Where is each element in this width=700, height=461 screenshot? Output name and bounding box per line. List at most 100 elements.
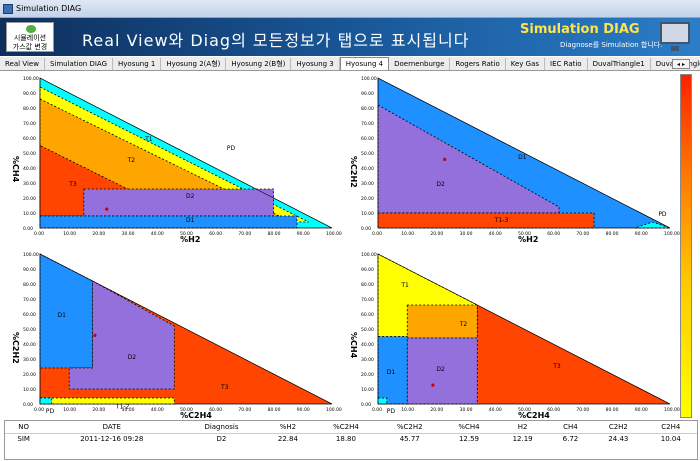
column-header: %C2H2: [377, 421, 442, 434]
app-icon: [3, 4, 13, 14]
y-tick-label: 40.00: [361, 166, 374, 172]
x-tick-label: 60.00: [547, 231, 560, 237]
x-tick-label: 90.00: [297, 231, 310, 237]
x-tick-label: 100.00: [326, 407, 342, 413]
y-tick-label: 100.00: [23, 252, 39, 258]
x-tick-label: 20.00: [92, 407, 105, 413]
y-tick-label: 70.00: [23, 297, 36, 303]
region-label-pd: PD: [46, 408, 55, 415]
y-axis-label: %C2H2: [349, 156, 358, 188]
tab-1[interactable]: Simulation DIAG: [45, 58, 113, 70]
d2-region: [83, 188, 275, 217]
y-tick-label: 20.00: [23, 372, 36, 378]
x-tick-label: 70.00: [576, 231, 589, 237]
y-tick-label: 20.00: [361, 196, 374, 202]
table-cell: 24.43: [608, 435, 629, 444]
x-tick-label: 60.00: [209, 407, 222, 413]
y-tick-label: 10.00: [361, 211, 374, 217]
tab-8[interactable]: Rogers Ratio: [450, 58, 506, 70]
region-label-pd: PD: [387, 408, 396, 415]
tab-10[interactable]: IEC Ratio: [545, 58, 588, 70]
x-tick-label: 90.00: [635, 231, 648, 237]
header-banner: 시뮬레이션 가스값 변경 Real View와 Diag의 모든정보가 탭으로 …: [0, 18, 700, 56]
pd-region: [39, 397, 53, 405]
tab-0[interactable]: Real View: [0, 58, 45, 70]
region-label-t3: T3: [220, 384, 229, 391]
region-label-d1: D1: [387, 369, 396, 376]
tab-4[interactable]: Hyosung 2(B형): [226, 58, 292, 70]
logo-line2: 가스값 변경: [12, 43, 48, 51]
y-tick-label: 30.00: [23, 181, 36, 187]
column-header: H2: [496, 421, 549, 434]
duval-plots: 0.00 0.00 10.00 10.00 20.00 20.00 30.00 30.00 40…: [11, 76, 680, 420]
y-tick-label: 50.00: [361, 151, 374, 157]
region-label-d1: D1: [186, 217, 195, 224]
column-header: %C2H4: [314, 421, 378, 434]
x-tick-label: 50.00: [518, 231, 531, 237]
y-tick-label: 50.00: [361, 327, 374, 333]
x-tick-label: 0.00: [34, 407, 44, 413]
table-cell: D2: [216, 435, 227, 444]
x-tick-label: 20.00: [430, 231, 443, 237]
y-tick-label: 100.00: [361, 76, 377, 82]
x-tick-label: 20.00: [430, 407, 443, 413]
x-axis-label: %C2H4: [180, 411, 212, 420]
x-tick-label: 40.00: [489, 407, 502, 413]
tab-scroll-arrows[interactable]: ◂ ▸: [672, 59, 690, 69]
y-tick-label: 40.00: [23, 166, 36, 172]
t1-2-region: [39, 397, 175, 405]
x-tick-label: 10.00: [63, 407, 76, 413]
color-scale-bar: [680, 74, 692, 418]
x-tick-label: 70.00: [238, 407, 251, 413]
region-label-t2: T2: [127, 157, 136, 164]
d1-region: [39, 215, 298, 229]
y-tick-label: 20.00: [23, 196, 36, 202]
pd-region: [377, 397, 388, 405]
x-tick-label: 30.00: [460, 407, 473, 413]
y-tick-label: 0.00: [23, 226, 33, 232]
tab-5[interactable]: Hyosung 3: [291, 58, 340, 70]
x-tick-label: 50.00: [180, 231, 193, 237]
y-tick-label: 60.00: [23, 312, 36, 318]
window-titlebar: Simulation DIAG: [0, 0, 700, 18]
x-tick-label: 70.00: [238, 231, 251, 237]
tab-2[interactable]: Hyosung 1: [113, 58, 162, 70]
tab-7[interactable]: Doernenburge: [389, 58, 451, 70]
tab-3[interactable]: Hyosung 2(A형): [161, 58, 227, 70]
y-tick-label: 50.00: [23, 151, 36, 157]
tab-6[interactable]: Hyosung 4: [339, 57, 390, 70]
region-label-t1: T1: [400, 282, 409, 289]
x-tick-label: 70.00: [576, 407, 589, 413]
x-tick-label: 80.00: [268, 407, 281, 413]
region-label-pd: PD: [227, 145, 236, 152]
region-label-t1: T1: [144, 136, 153, 143]
d2-region: [68, 280, 175, 390]
y-tick-label: 100.00: [361, 252, 377, 258]
x-tick-label: 60.00: [547, 407, 560, 413]
tab-9[interactable]: Key Gas: [506, 58, 546, 70]
x-tick-label: 100.00: [664, 407, 680, 413]
y-tick-label: 10.00: [361, 387, 374, 393]
diagnosis-point: [93, 333, 97, 337]
y-tick-label: 70.00: [361, 121, 374, 127]
region-label-d2: D2: [436, 181, 445, 188]
tab-11[interactable]: DuvalTriangle1: [588, 58, 651, 70]
x-tick-label: 40.00: [151, 231, 164, 237]
y-tick-label: 30.00: [361, 181, 374, 187]
triangle-outline: [39, 77, 333, 229]
column-header: DATE: [42, 421, 182, 434]
leaf-icon: [26, 25, 36, 33]
region-label-t1-3: T1-3: [494, 217, 509, 224]
y-tick-label: 20.00: [361, 372, 374, 378]
simulation-logo-button[interactable]: 시뮬레이션 가스값 변경: [6, 22, 54, 52]
brand-subtitle: Diagnose를 Simulation 합니다.: [560, 41, 663, 49]
y-tick-label: 90.00: [23, 91, 36, 97]
region-label-t1-2: T1-2: [115, 404, 130, 411]
results-table: NO DATE Diagnosis %H2 %C2H4 %C2H2 %CH4 H2 CH4 C2H…: [4, 420, 698, 460]
table-row[interactable]: SIM 2011-12-16 09:28 D2 22.84 18.80 45.77 12.5…: [5, 433, 697, 445]
column-header: NO: [5, 421, 43, 434]
logo-line1: 시뮬레이션: [13, 34, 47, 42]
x-tick-label: 40.00: [489, 231, 502, 237]
x-tick-label: 40.00: [151, 407, 164, 413]
region-label-d2: D2: [128, 354, 137, 361]
